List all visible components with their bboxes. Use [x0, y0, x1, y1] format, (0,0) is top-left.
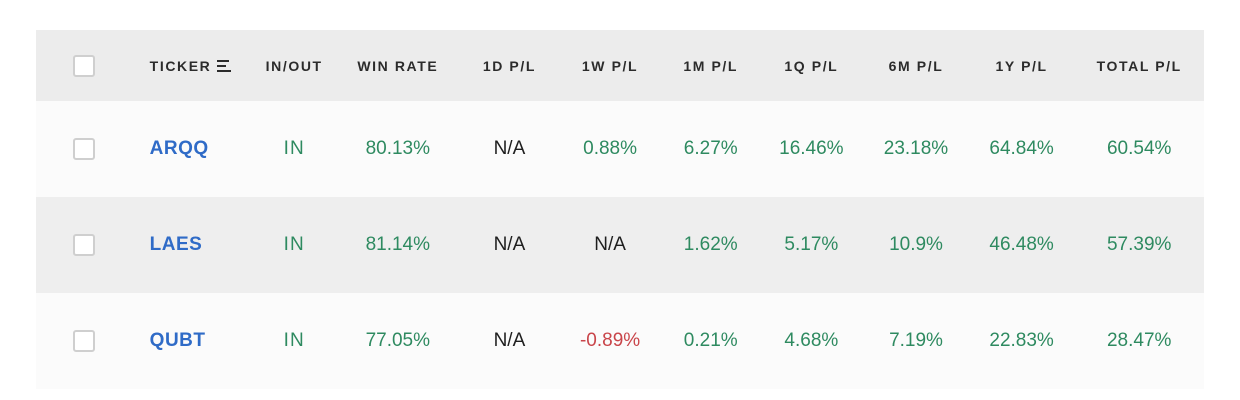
pl-1m-cell: 1.62%	[662, 197, 760, 293]
row-checkbox[interactable]	[72, 330, 95, 352]
header-total-pl[interactable]: TOTAL P/L	[1074, 30, 1204, 101]
pl-1m-value: 6.27%	[683, 138, 738, 159]
row-check-cell	[36, 197, 132, 293]
table-row: QUBT IN 77.05% N/A -0.89% 0.21% 4.68% 7.…	[36, 293, 1204, 389]
header-1m-pl[interactable]: 1M P/L	[662, 30, 760, 101]
pl-1y-value: 64.84%	[989, 138, 1054, 159]
header-1q-pl-label: 1Q P/L	[784, 57, 839, 74]
ticker-cell: ARQQ	[132, 101, 254, 197]
header-6m-pl[interactable]: 6M P/L	[863, 30, 969, 101]
pl-6m-value: 7.19%	[889, 330, 943, 351]
win-rate-value: 81.14%	[365, 234, 431, 255]
inout-value: IN	[283, 330, 305, 351]
row-check-cell	[36, 101, 132, 197]
header-1w-pl[interactable]: 1W P/L	[558, 30, 662, 101]
header-inout[interactable]: IN/OUT	[253, 30, 335, 101]
pl-1w-value: -0.89%	[579, 330, 641, 351]
pl-1m-cell: 0.21%	[662, 293, 760, 389]
pl-1q-value: 5.17%	[784, 234, 839, 255]
inout-value: IN	[283, 234, 305, 255]
header-1y-pl[interactable]: 1Y P/L	[969, 30, 1075, 101]
pl-6m-cell: 10.9%	[863, 197, 969, 293]
pl-1q-value: 16.46%	[779, 138, 844, 159]
header-1w-pl-label: 1W P/L	[581, 57, 639, 74]
row-check-cell	[36, 293, 132, 389]
ticker-cell: QUBT	[132, 293, 254, 389]
pl-1m-cell: 6.27%	[662, 101, 760, 197]
row-checkbox[interactable]	[72, 138, 95, 160]
pl-total-value: 28.47%	[1106, 330, 1172, 351]
header-check-cell	[36, 30, 132, 101]
pl-1q-cell: 5.17%	[760, 197, 864, 293]
pl-6m-cell: 7.19%	[863, 293, 969, 389]
select-all-checkbox[interactable]	[72, 54, 95, 77]
inout-cell: IN	[253, 101, 335, 197]
pl-total-cell: 60.54%	[1074, 101, 1204, 197]
header-1q-pl[interactable]: 1Q P/L	[760, 30, 864, 101]
pl-1d-value: N/A	[493, 138, 526, 159]
win-rate-value: 80.13%	[365, 138, 431, 159]
stock-table: TICKER IN/OUT WIN RATE 1D P/L 1W P/L 1M …	[36, 30, 1204, 389]
pl-1q-cell: 16.46%	[760, 101, 864, 197]
pl-1w-value: 0.88%	[583, 138, 637, 159]
ticker-cell: LAES	[132, 197, 254, 293]
table-header: TICKER IN/OUT WIN RATE 1D P/L 1W P/L 1M …	[36, 30, 1204, 101]
pl-1d-cell: N/A	[461, 293, 559, 389]
pl-1m-value: 1.62%	[683, 234, 738, 255]
pl-1q-value: 4.68%	[784, 330, 839, 351]
pl-1y-value: 46.48%	[989, 234, 1054, 255]
row-checkbox[interactable]	[72, 234, 95, 256]
header-1y-pl-label: 1Y P/L	[995, 57, 1048, 74]
header-6m-pl-label: 6M P/L	[888, 57, 944, 74]
inout-cell: IN	[253, 197, 335, 293]
pl-1w-value: N/A	[594, 234, 626, 255]
header-1d-pl[interactable]: 1D P/L	[461, 30, 559, 101]
header-inout-label: IN/OUT	[265, 57, 323, 74]
pl-1y-cell: 46.48%	[969, 197, 1075, 293]
pl-1y-cell: 64.84%	[969, 101, 1075, 197]
inout-cell: IN	[253, 293, 335, 389]
pl-1y-cell: 22.83%	[969, 293, 1075, 389]
pl-1q-cell: 4.68%	[760, 293, 864, 389]
header-ticker[interactable]: TICKER	[132, 30, 254, 101]
win-rate-cell: 80.13%	[335, 101, 461, 197]
inout-value: IN	[283, 138, 305, 159]
pl-1m-value: 0.21%	[683, 330, 738, 351]
header-total-pl-label: TOTAL P/L	[1096, 57, 1182, 74]
table-row: ARQQ IN 80.13% N/A 0.88% 6.27% 16.46% 23…	[36, 101, 1204, 197]
pl-1w-cell: N/A	[558, 197, 662, 293]
header-win-rate[interactable]: WIN RATE	[335, 30, 461, 101]
table-row: LAES IN 81.14% N/A N/A 1.62% 5.17% 10.9%…	[36, 197, 1204, 293]
header-ticker-label: TICKER	[149, 57, 212, 74]
pl-1y-value: 22.83%	[989, 330, 1054, 351]
pl-total-value: 60.54%	[1106, 138, 1172, 159]
ticker-link[interactable]: QUBT	[149, 330, 206, 351]
win-rate-cell: 81.14%	[335, 197, 461, 293]
ticker-link[interactable]: LAES	[149, 234, 203, 255]
pl-1d-value: N/A	[493, 234, 526, 255]
win-rate-value: 77.05%	[365, 330, 431, 351]
pl-1w-cell: -0.89%	[558, 293, 662, 389]
pl-1d-cell: N/A	[461, 197, 559, 293]
pl-total-value: 57.39%	[1106, 234, 1172, 255]
pl-6m-cell: 23.18%	[863, 101, 969, 197]
header-1m-pl-label: 1M P/L	[683, 57, 739, 74]
pl-total-cell: 28.47%	[1074, 293, 1204, 389]
pl-1d-value: N/A	[493, 330, 526, 351]
sort-icon[interactable]	[217, 59, 232, 73]
win-rate-cell: 77.05%	[335, 293, 461, 389]
header-win-rate-label: WIN RATE	[357, 57, 439, 74]
ticker-link[interactable]: ARQQ	[149, 138, 209, 159]
pl-total-cell: 57.39%	[1074, 197, 1204, 293]
pl-1d-cell: N/A	[461, 101, 559, 197]
pl-1w-cell: 0.88%	[558, 101, 662, 197]
pl-6m-value: 10.9%	[889, 234, 943, 255]
header-1d-pl-label: 1D P/L	[482, 57, 536, 74]
pl-6m-value: 23.18%	[883, 138, 949, 159]
